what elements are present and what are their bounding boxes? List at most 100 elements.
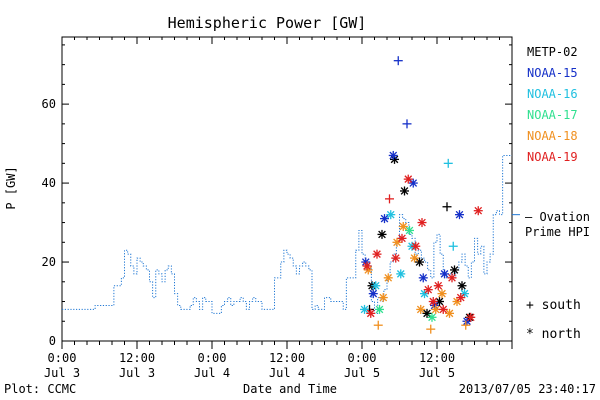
data-point-noaa-16 [360,304,369,314]
marker-stroke [375,305,384,314]
legend-entry: NOAA-18 [527,129,578,143]
x-tick-label-date: Jul 5 [419,366,455,380]
satellite-points [360,56,483,334]
legend-entry: METP-02 [527,45,578,59]
x-tick-label-date: Jul 3 [44,366,80,380]
marker-stroke [361,258,370,266]
data-point-noaa-19 [411,241,421,251]
data-point-noaa-18 [461,320,471,330]
data-point-noaa-18 [383,273,393,283]
marker-stroke [380,214,389,223]
marker-stroke [393,238,401,247]
marker-stroke [428,313,436,322]
data-point-noaa-19 [433,281,443,291]
ovation-legend-line1: — Ovation [525,210,590,224]
data-point-noaa-19 [385,194,394,204]
marker-legend: + south * north [526,298,581,342]
data-point-metp-02 [450,265,459,275]
data-point-noaa-16 [396,269,406,279]
y-tick-label: 0 [49,334,56,348]
marker-stroke [411,242,420,251]
marker-stroke [360,305,369,314]
data-point-noaa-19 [438,304,448,314]
data-point-noaa-19 [372,249,382,259]
data-point-noaa-18 [416,304,426,314]
data-point-noaa-19 [403,174,413,184]
y-tick-label: 20 [42,255,56,269]
marker-stroke [398,234,406,243]
data-point-metp-02 [415,257,424,267]
data-point-noaa-15 [388,150,398,160]
data-point-noaa-17 [427,312,437,322]
data-point-noaa-15 [380,214,389,224]
marker-stroke [410,254,419,262]
legend: METP-02 NOAA-15 NOAA-16 NOAA-17 NOAA-18 NOAA-… [527,45,578,164]
legend-entry: NOAA-19 [527,150,578,164]
marker-stroke [474,206,483,215]
data-point-noaa-19 [456,293,466,303]
marker-stroke [386,210,395,219]
data-point-noaa-16 [443,158,453,168]
marker-stroke [366,309,375,318]
marker-stroke [371,281,380,290]
marker-stroke [400,187,409,195]
marker-stroke [416,305,425,314]
data-point-noaa-18 [431,304,441,314]
data-point-noaa-18 [392,237,402,247]
legend-entry: NOAA-16 [527,87,578,101]
data-point-noaa-19 [423,285,433,295]
data-point-noaa-18 [437,289,447,299]
x-tick-label-date: Jul 5 [344,366,380,380]
x-axis-label: Date and Time [243,382,337,396]
data-point-noaa-16 [371,281,381,291]
data-point-noaa-19 [466,312,476,322]
marker-stroke [404,175,413,183]
data-point-noaa-17 [405,225,414,235]
marker-stroke [399,222,408,231]
marker-stroke [455,210,464,219]
y-tick-label: 60 [42,97,56,111]
legend-entry: NOAA-15 [527,66,578,80]
x-tick-label-time: 12:00 [269,351,305,365]
marker-stroke [466,313,475,322]
chart-title: Hemispheric Power [GW] [168,14,367,32]
x-tick-label-date: Jul 3 [119,366,155,380]
data-point-noaa-18 [426,324,436,334]
marker-stroke [419,273,428,282]
data-point-noaa-19 [447,273,457,283]
data-point-noaa-15 [418,273,428,283]
marker-stroke [364,266,373,274]
marker-stroke [434,281,443,290]
marker-stroke [429,297,438,306]
ovation-series [62,154,520,314]
marker-stroke [415,258,424,266]
x-tick-label-time: 0:00 [198,351,227,365]
marker-stroke [439,305,448,314]
data-point-noaa-15 [408,178,418,188]
marker-stroke [423,309,431,318]
marker-stroke [379,293,388,302]
marker-stroke [409,179,418,187]
marker-stroke [384,273,393,282]
data-point-noaa-19 [473,206,483,216]
data-point-noaa-16 [448,241,458,251]
data-point-noaa-18 [410,253,419,263]
data-point-noaa-19 [366,308,376,318]
marker-stroke [405,226,414,235]
x-tick-label-time: 12:00 [419,351,455,365]
data-point-noaa-19 [417,218,427,228]
marker-stroke [363,262,371,270]
marker-stroke [390,155,399,164]
data-point-noaa-19 [397,233,407,243]
y-axis-label: P [GW] [4,166,18,209]
legend-entry: NOAA-17 [527,108,578,122]
marker-stroke [431,305,440,314]
x-tick-label-time: 12:00 [119,351,155,365]
marker-stroke [450,266,459,274]
x-tick-label-date: Jul 4 [269,366,305,380]
marker-stroke [445,309,454,318]
marker-stroke [424,285,433,294]
data-point-metp-02 [377,229,387,239]
